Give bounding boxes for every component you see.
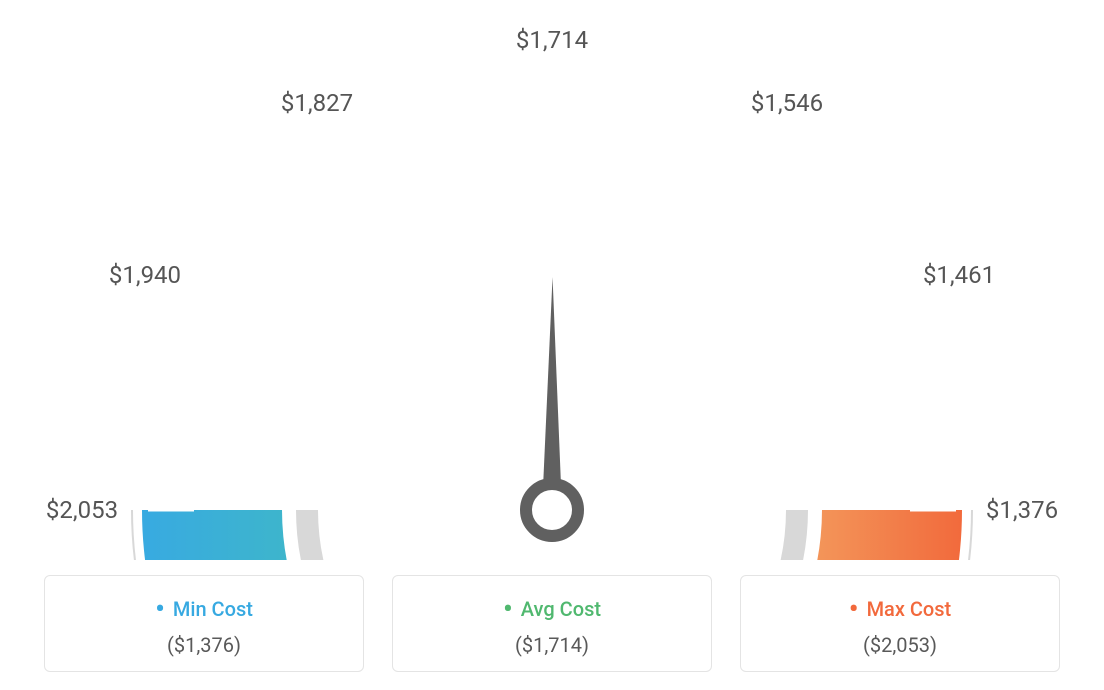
legend-avg-title: Avg Cost	[403, 592, 701, 625]
gauge-tick-label: $2,053	[46, 496, 118, 524]
legend-max-title: Max Cost	[751, 592, 1049, 625]
legend-avg-value: ($1,714)	[403, 633, 701, 657]
gauge-tick-label: $1,714	[516, 26, 588, 54]
gauge-tick-label: $1,376	[986, 496, 1058, 524]
gauge-tick-label: $1,546	[751, 89, 823, 117]
legend-row: Min Cost ($1,376) Avg Cost ($1,714) Max …	[0, 575, 1104, 672]
legend-min-value: ($1,376)	[55, 633, 353, 657]
cost-gauge: $1,376$1,461$1,546$1,714$1,827$1,940$2,0…	[52, 0, 1052, 560]
gauge-tick-label: $1,940	[109, 261, 181, 289]
legend-max-value: ($2,053)	[751, 633, 1049, 657]
gauge-tick-label: $1,827	[281, 89, 353, 117]
legend-min-card: Min Cost ($1,376)	[44, 575, 364, 672]
legend-avg-card: Avg Cost ($1,714)	[392, 575, 712, 672]
gauge-tick-label: $1,461	[923, 261, 995, 289]
legend-max-card: Max Cost ($2,053)	[740, 575, 1060, 672]
legend-min-title: Min Cost	[55, 592, 353, 625]
